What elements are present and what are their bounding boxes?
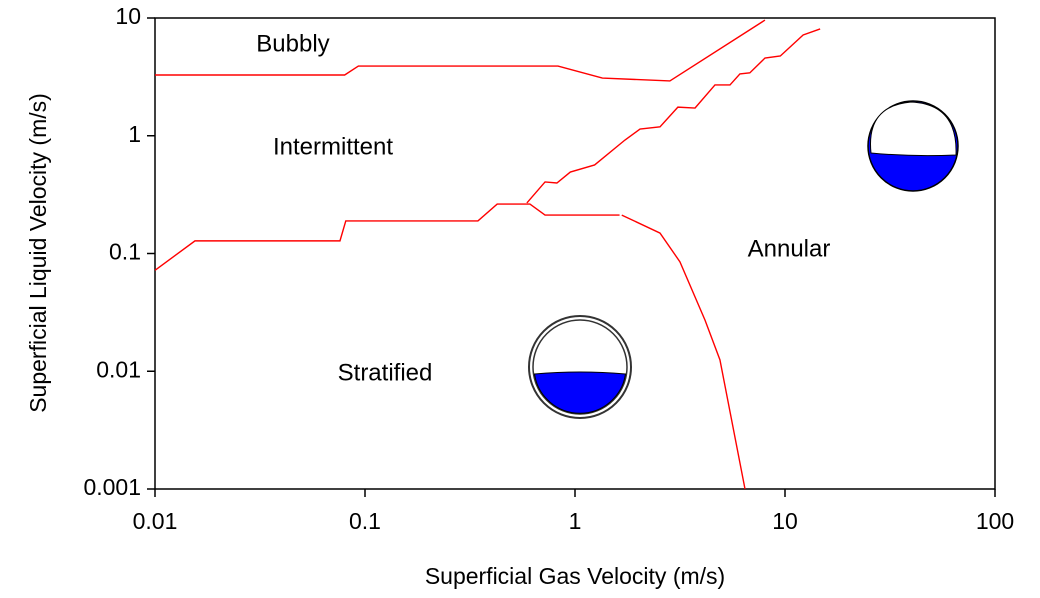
region-label: Intermittent — [273, 133, 393, 160]
region-label: Annular — [748, 235, 831, 262]
annular-pipe-icon — [868, 101, 958, 191]
x-axis-label: Superficial Gas Velocity (m/s) — [425, 563, 725, 589]
x-tick-label: 0.1 — [349, 508, 381, 534]
stratified-pipe-icon — [529, 316, 631, 418]
y-tick-label: 10 — [115, 3, 141, 29]
y-tick-label: 0.01 — [96, 356, 141, 382]
y-tick-label: 0.001 — [83, 474, 141, 500]
y-axis-label: Superficial Liquid Velocity (m/s) — [25, 93, 51, 413]
boundary-line — [155, 204, 620, 270]
x-tick-label: 10 — [772, 508, 798, 534]
boundary-line — [155, 20, 765, 81]
page: {"chart_data": { "type": "line", "xlabel… — [0, 0, 1040, 598]
region-label: Stratified — [338, 359, 433, 386]
x-tick-label: 100 — [976, 508, 1014, 534]
boundary-line — [527, 29, 820, 203]
y-tick-label: 1 — [128, 121, 141, 147]
boundary-line — [622, 215, 745, 489]
y-tick-label: 0.1 — [109, 239, 141, 265]
region-label: Bubbly — [256, 30, 329, 57]
chart: Superficial Gas Velocity (m/s) Superfici… — [0, 0, 1040, 598]
x-tick-label: 0.01 — [133, 508, 178, 534]
x-tick-label: 1 — [569, 508, 582, 534]
